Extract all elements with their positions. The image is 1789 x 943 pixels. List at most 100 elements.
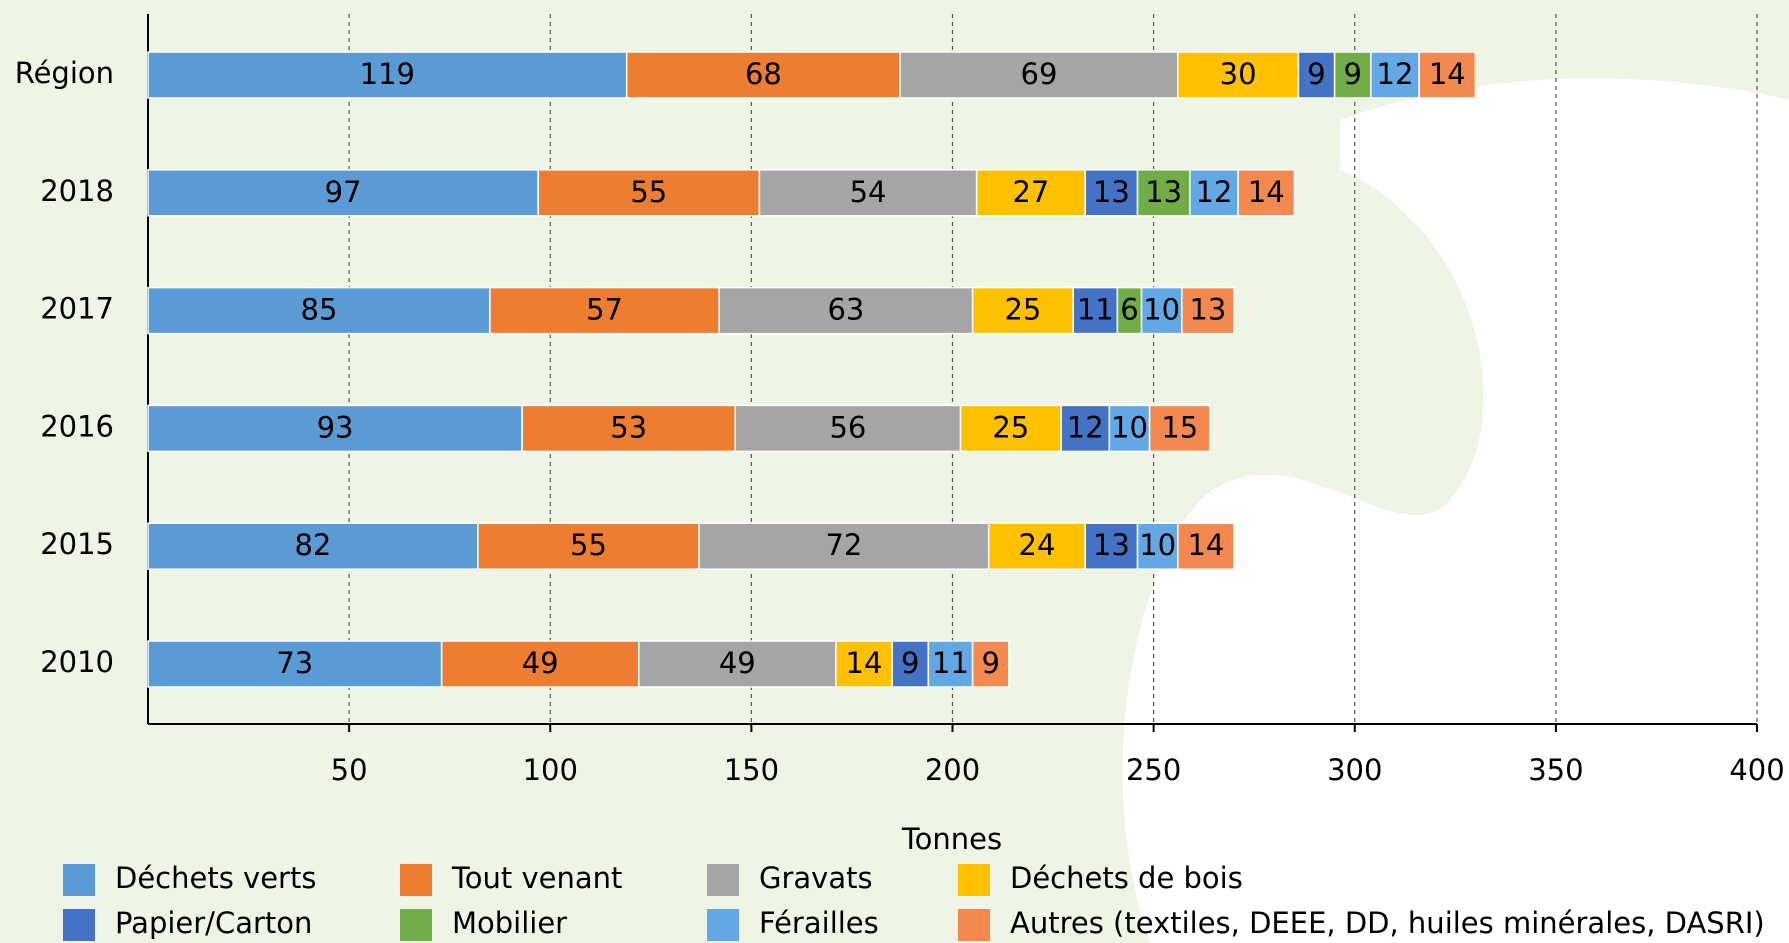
legend-swatch <box>707 909 739 941</box>
data-label: 10 <box>1111 410 1148 444</box>
bar-segment <box>477 522 700 570</box>
legend-swatch <box>400 864 432 896</box>
bar-segment <box>971 640 1010 688</box>
x-tick-label: 300 <box>1327 753 1382 787</box>
bar-segment <box>899 51 1179 99</box>
data-label: 57 <box>586 293 623 327</box>
data-label: 25 <box>992 410 1029 444</box>
data-label: 119 <box>360 57 415 91</box>
data-label: 24 <box>1019 528 1056 562</box>
data-label: 55 <box>630 175 667 209</box>
legend-swatch <box>707 864 739 896</box>
x-tick-label: 200 <box>925 753 980 787</box>
bar-segment <box>1084 522 1139 570</box>
data-label: 9 <box>901 646 919 680</box>
data-label: 14 <box>1187 528 1224 562</box>
data-label: 73 <box>276 646 313 680</box>
legend-label: Tout venant <box>451 861 622 895</box>
data-label: 63 <box>827 293 864 327</box>
bar-segment <box>1072 286 1119 335</box>
data-label: 10 <box>1143 293 1180 327</box>
data-label: 6 <box>1120 293 1138 327</box>
bar-segment <box>637 640 837 688</box>
y-tick-label: 2015 <box>40 527 114 561</box>
data-label: 93 <box>317 410 354 444</box>
data-label: 12 <box>1377 57 1414 91</box>
legend-label: Papier/Carton <box>115 906 312 940</box>
bar-segment <box>1177 522 1235 570</box>
legend-label: Gravats <box>759 861 873 895</box>
bar-segment <box>537 169 761 217</box>
bar-segment <box>1237 169 1296 217</box>
x-tick-label: 100 <box>523 753 578 787</box>
legend-swatch <box>63 909 95 941</box>
bar-segment <box>625 51 901 99</box>
bar-segment <box>147 51 628 99</box>
data-label: 55 <box>570 528 607 562</box>
legend-label: Déchets de bois <box>1010 861 1243 895</box>
data-label: 11 <box>932 646 969 680</box>
legend-label: Déchets verts <box>115 861 316 895</box>
x-tick-label: 250 <box>1126 753 1181 787</box>
data-label: 56 <box>829 410 866 444</box>
data-label: 97 <box>325 175 362 209</box>
bar-segment <box>521 404 737 453</box>
bar-segment <box>147 169 539 217</box>
legend-swatch <box>400 909 432 941</box>
data-label: 69 <box>1021 57 1058 91</box>
x-tick-label: 350 <box>1528 753 1583 787</box>
bar-segment <box>987 522 1086 570</box>
bar-segment <box>1116 286 1143 335</box>
legend-label: Mobilier <box>452 906 567 940</box>
y-tick-label: 2016 <box>40 409 114 443</box>
data-label: 49 <box>719 646 756 680</box>
bar-segment <box>718 286 974 335</box>
data-label: 54 <box>850 175 887 209</box>
y-tick-label: 2017 <box>40 292 114 326</box>
data-label: 14 <box>846 646 883 680</box>
y-tick-label: 2010 <box>40 645 114 679</box>
data-label: 13 <box>1145 175 1182 209</box>
x-tick-label: 400 <box>1729 753 1784 787</box>
data-label: 11 <box>1077 293 1114 327</box>
bar-segment <box>489 286 720 335</box>
data-label: 85 <box>301 293 338 327</box>
bar-segment <box>147 286 491 335</box>
bar-segment <box>835 640 893 688</box>
data-label: 13 <box>1189 293 1226 327</box>
bar-segment <box>147 404 523 453</box>
bar-segment <box>1370 51 1420 99</box>
data-label: 14 <box>1248 175 1285 209</box>
data-label: 49 <box>522 646 559 680</box>
y-tick-label: Région <box>15 56 114 90</box>
bar-segment <box>147 522 479 570</box>
x-tick-label: 150 <box>724 753 779 787</box>
data-label: 14 <box>1429 57 1466 91</box>
data-label: 25 <box>1004 293 1041 327</box>
bar-segment <box>1189 169 1239 217</box>
data-label: 53 <box>610 410 647 444</box>
data-label: 82 <box>294 528 331 562</box>
data-label: 15 <box>1161 410 1198 444</box>
legend-label: Férailles <box>759 906 879 940</box>
legend-swatch <box>958 909 990 941</box>
bar-segment <box>1181 286 1235 335</box>
data-label: 12 <box>1067 410 1104 444</box>
data-label: 9 <box>981 646 999 680</box>
data-label: 72 <box>825 528 862 562</box>
data-label: 30 <box>1220 57 1257 91</box>
data-label: 13 <box>1093 528 1130 562</box>
data-label: 9 <box>1307 57 1325 91</box>
x-axis-label: Tonnes <box>901 822 1002 856</box>
bar-segment <box>440 640 640 688</box>
data-label: 27 <box>1012 175 1049 209</box>
background-shape <box>1122 78 1789 943</box>
bar-segment <box>927 640 974 688</box>
data-label: 12 <box>1196 175 1233 209</box>
x-tick-label: 50 <box>331 753 368 787</box>
legend-swatch <box>958 864 990 896</box>
bar-segment <box>734 404 962 453</box>
bar-segment <box>758 169 978 217</box>
bar-segment <box>1418 51 1477 99</box>
